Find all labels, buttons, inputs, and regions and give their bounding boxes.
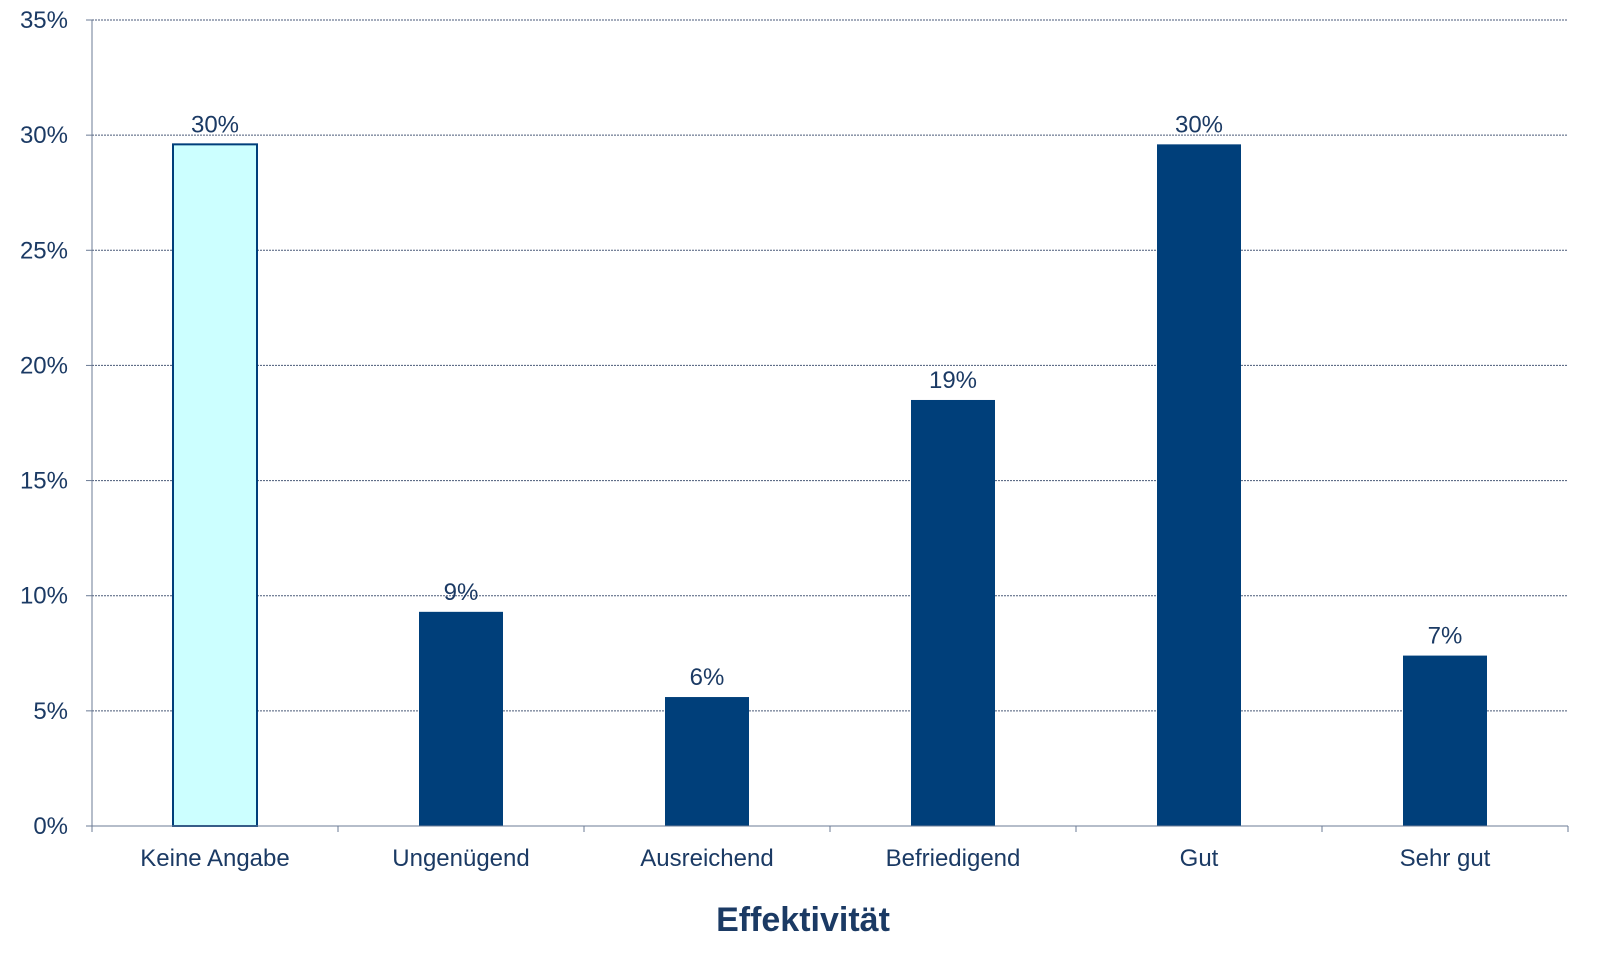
- x-tick-labels: Keine Angabe Ungenügend Ausreichend Befried…: [140, 845, 1490, 872]
- y-tick-label: 5%: [33, 698, 68, 725]
- x-tick-label: Gut: [1180, 845, 1219, 872]
- gridlines: [92, 19, 1568, 712]
- data-label: 30%: [1175, 111, 1223, 138]
- data-label: 19%: [929, 367, 977, 394]
- data-label: 7%: [1428, 623, 1463, 650]
- bar: [172, 143, 258, 827]
- bar: [1157, 144, 1241, 827]
- data-label: 30%: [191, 111, 239, 138]
- y-tick-label: 35%: [20, 7, 68, 34]
- y-tick-labels: 0% 5% 10% 15% 20% 25% 30% 35%: [20, 7, 68, 840]
- x-tick-label: Ausreichend: [640, 845, 773, 872]
- bar: [1403, 655, 1487, 826]
- data-label: 6%: [690, 664, 725, 691]
- x-axis-title: Effektivität: [716, 901, 890, 939]
- value-labels: 30% 9% 6% 19% 30% 7%: [191, 111, 1462, 691]
- y-tick-label: 30%: [20, 122, 68, 149]
- y-tick-label: 10%: [20, 583, 68, 610]
- x-tick-label: Keine Angabe: [140, 845, 289, 872]
- y-tick-label: 0%: [33, 813, 68, 840]
- x-tick-label: Ungenügend: [392, 845, 529, 872]
- y-tick-label: 20%: [20, 352, 68, 379]
- bar: [665, 697, 749, 826]
- x-tick-label: Befriedigend: [886, 845, 1021, 872]
- y-tick-label: 15%: [20, 468, 68, 495]
- axes: [86, 19, 1569, 832]
- bars: [172, 143, 1487, 827]
- y-tick-label: 25%: [20, 237, 68, 264]
- data-label: 9%: [444, 579, 479, 606]
- bar: [419, 611, 503, 826]
- x-tick-label: Sehr gut: [1400, 845, 1491, 872]
- bar: [911, 399, 995, 826]
